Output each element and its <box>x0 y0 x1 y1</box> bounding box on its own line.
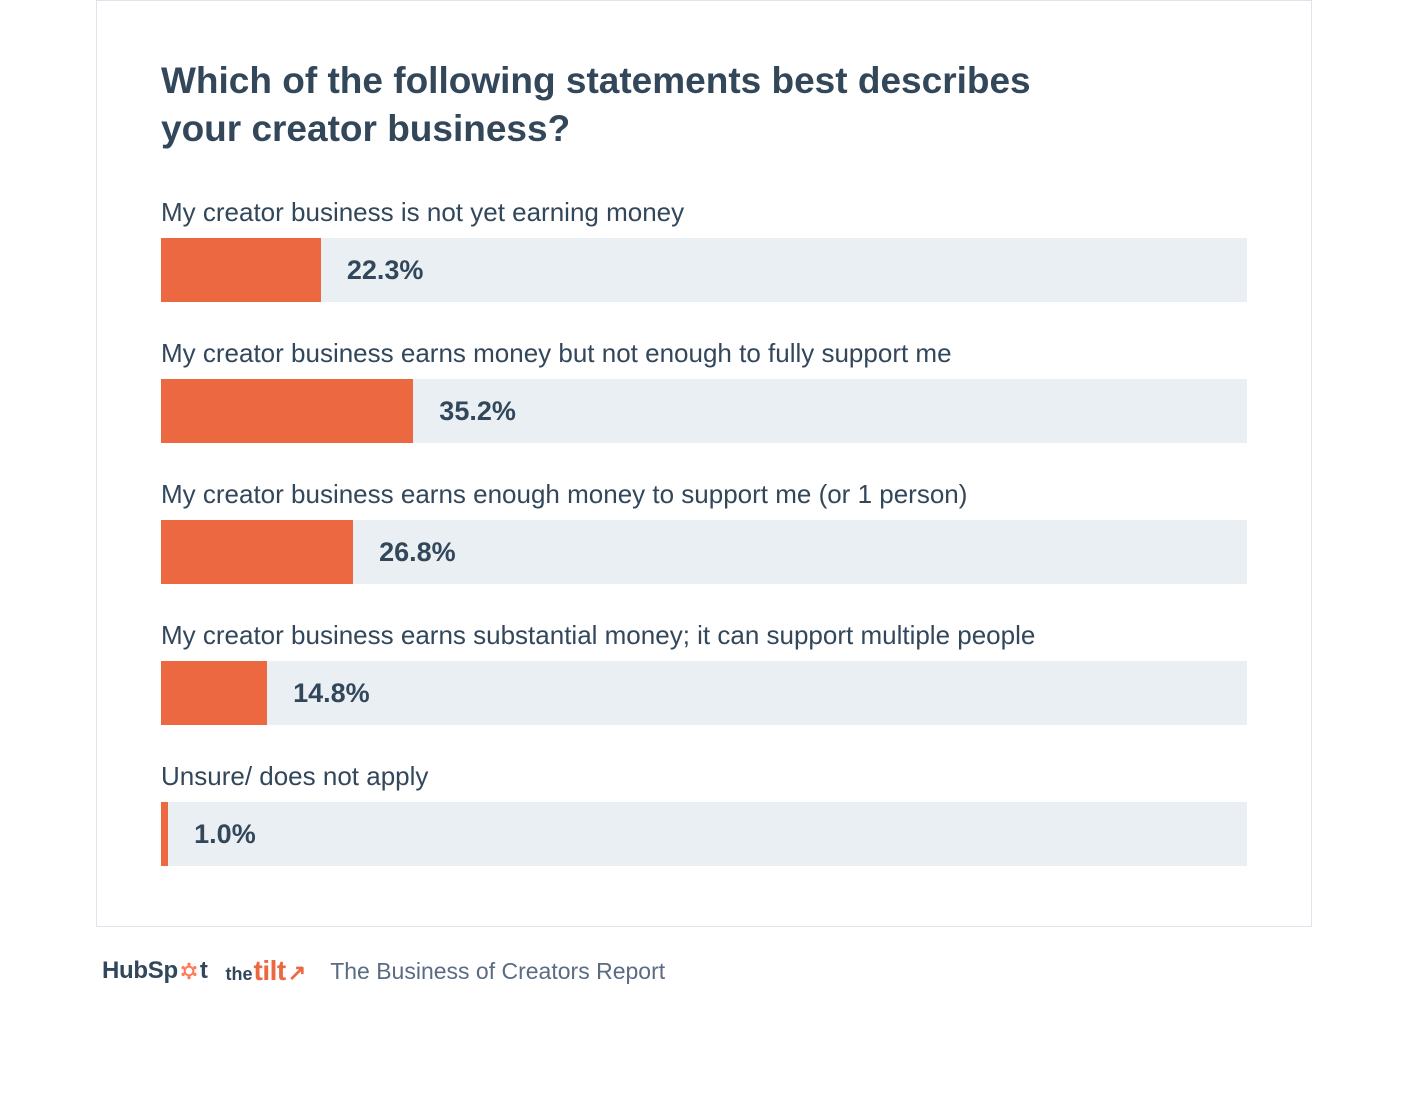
bar-label: My creator business earns money but not … <box>161 338 1247 369</box>
bar-fill <box>161 520 353 584</box>
bar-label: My creator business earns enough money t… <box>161 479 1247 510</box>
bar-fill <box>161 379 413 443</box>
bar-row: My creator business earns substantial mo… <box>161 620 1247 725</box>
hubspot-logo: HubSp t <box>102 957 208 985</box>
sprocket-icon <box>179 961 199 981</box>
bar-fill <box>161 238 321 302</box>
tilt-tilt-text: tilt <box>254 955 286 987</box>
bar-track: 22.3% <box>161 238 1247 302</box>
bar-label: Unsure/ does not apply <box>161 761 1247 792</box>
bar-label: My creator business is not yet earning m… <box>161 197 1247 228</box>
bar-track: 1.0% <box>161 802 1247 866</box>
chart-card: Which of the following statements best d… <box>96 0 1312 927</box>
bar-value: 35.2% <box>439 396 516 427</box>
bar-track: 26.8% <box>161 520 1247 584</box>
chart-footer: HubSp t the tilt ↗ The Business of Creat… <box>96 955 1312 987</box>
bar-fill <box>161 802 168 866</box>
bar-value: 26.8% <box>379 537 456 568</box>
bar-label: My creator business earns substantial mo… <box>161 620 1247 651</box>
bar-row: My creator business earns enough money t… <box>161 479 1247 584</box>
bar-row: My creator business is not yet earning m… <box>161 197 1247 302</box>
bar-value: 22.3% <box>347 255 424 286</box>
hubspot-text-right: t <box>200 957 208 985</box>
bar-track: 14.8% <box>161 661 1247 725</box>
bar-track: 35.2% <box>161 379 1247 443</box>
bar-row: Unsure/ does not apply 1.0% <box>161 761 1247 866</box>
bar-value: 1.0% <box>194 819 256 850</box>
bar-row: My creator business earns money but not … <box>161 338 1247 443</box>
chart-title: Which of the following statements best d… <box>161 57 1111 153</box>
hubspot-text-left: HubSp <box>102 957 178 985</box>
bar-fill <box>161 661 267 725</box>
tilt-logo: the tilt ↗ <box>226 955 307 987</box>
arrow-icon: ↗ <box>288 960 306 986</box>
tilt-the-text: the <box>226 964 253 985</box>
bar-value: 14.8% <box>293 678 370 709</box>
footer-caption: The Business of Creators Report <box>330 958 665 985</box>
